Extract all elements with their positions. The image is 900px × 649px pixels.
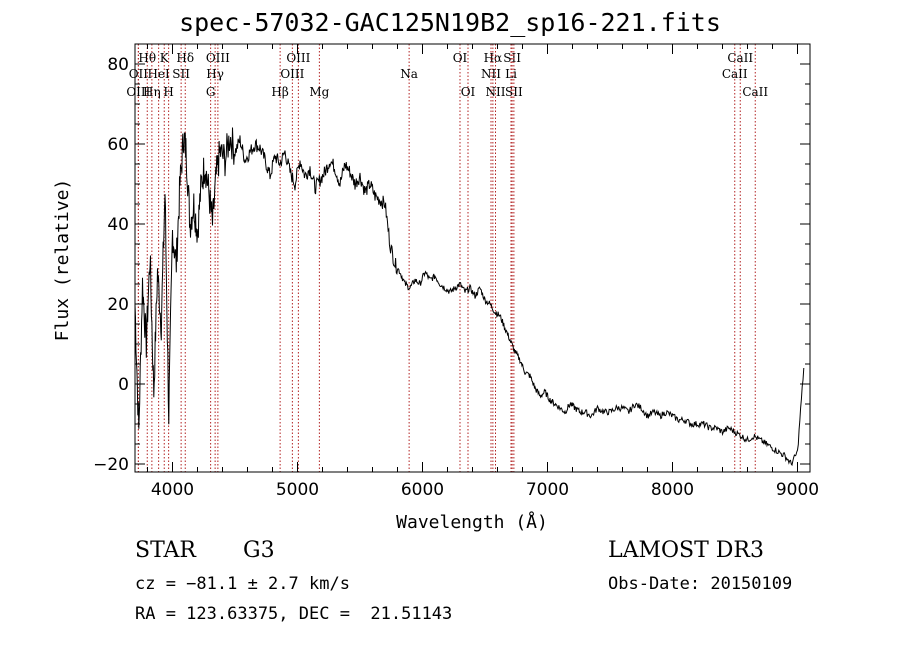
axes-layer: 4000 5000 6000 7000 8000 9000 −20 0 20 40 60 80 xyxy=(93,44,819,500)
x-axis-label: Wavelength (Å) xyxy=(396,511,548,533)
spectral-line-label: Li xyxy=(505,67,517,81)
spectral-line-label: OI xyxy=(453,51,468,65)
object-subclass: G3 xyxy=(243,538,275,563)
spectral-line-label: CaII xyxy=(722,67,748,81)
spectral-line-label: Hγ xyxy=(206,67,224,81)
spectral-line-label: Hα xyxy=(484,51,503,65)
spectral-line-label: OIII xyxy=(206,51,230,65)
spectral-line-label: SII xyxy=(503,51,521,65)
y-tick-label: 80 xyxy=(107,55,129,75)
title: spec-57032-GAC125N19B2_sp16-221.fits xyxy=(179,8,721,37)
spectral-lines-layer: Hθ OII OIII K HeI Hη SII H Hδ OIII Hγ G Hβ OIII OIII Mg… xyxy=(126,44,768,472)
plot-frame xyxy=(134,43,811,473)
spectral-line-label: CaII xyxy=(727,51,753,65)
x-tick-label: 9000 xyxy=(776,480,819,500)
spectral-line-label: OI xyxy=(461,85,476,99)
spectral-line-label: SII xyxy=(172,67,190,81)
spectral-line-label: Hδ xyxy=(176,51,194,65)
spectral-line-label: SII xyxy=(505,85,523,99)
y-tick-label: 0 xyxy=(118,375,129,395)
spectral-line-label: Hθ xyxy=(138,51,156,65)
survey-name: LAMOST DR3 xyxy=(608,538,764,563)
obs-date: Obs-Date: 20150109 xyxy=(608,574,793,594)
spectral-line-label: Mg xyxy=(309,85,329,99)
x-tick-label: 6000 xyxy=(401,480,444,500)
spectral-line-label: OIII xyxy=(286,51,310,65)
y-tick-label: −20 xyxy=(93,455,129,475)
spectral-line-label: G xyxy=(206,85,216,99)
object-class: STAR xyxy=(135,538,196,563)
x-tick-label: 8000 xyxy=(651,480,694,500)
x-tick-label: 5000 xyxy=(276,480,319,500)
spectral-line-label: OII xyxy=(129,67,149,81)
x-tick-label: 7000 xyxy=(526,480,569,500)
redshift-value: cz = −81.1 ± 2.7 km/s xyxy=(135,574,350,594)
y-tick-label: 20 xyxy=(107,295,129,315)
spectral-line-label: Na xyxy=(400,67,418,81)
spectrum-line xyxy=(134,127,805,467)
y-axis-label: Flux (relative) xyxy=(52,179,73,342)
spectral-line-label: OIII xyxy=(280,67,304,81)
y-tick-label: 60 xyxy=(107,135,129,155)
coordinates: RA = 123.63375, DEC = 21.51143 xyxy=(135,604,453,624)
spectral-line-label: NII xyxy=(481,67,501,81)
spectral-line-label: Hβ xyxy=(271,85,288,99)
spectral-line-label: H xyxy=(163,85,173,99)
spectral-line-label: Hη xyxy=(143,85,161,99)
spectral-line-label: K xyxy=(160,51,170,65)
x-tick-label: 4000 xyxy=(151,480,194,500)
spectrum-layer xyxy=(134,127,805,467)
y-tick-label: 40 xyxy=(107,215,129,235)
spectral-line-label: HeI xyxy=(147,67,170,81)
spectral-line-label: OIII xyxy=(126,85,150,99)
spectral-line-label: NII xyxy=(486,85,506,99)
spectral-line-label: CaII xyxy=(742,85,768,99)
